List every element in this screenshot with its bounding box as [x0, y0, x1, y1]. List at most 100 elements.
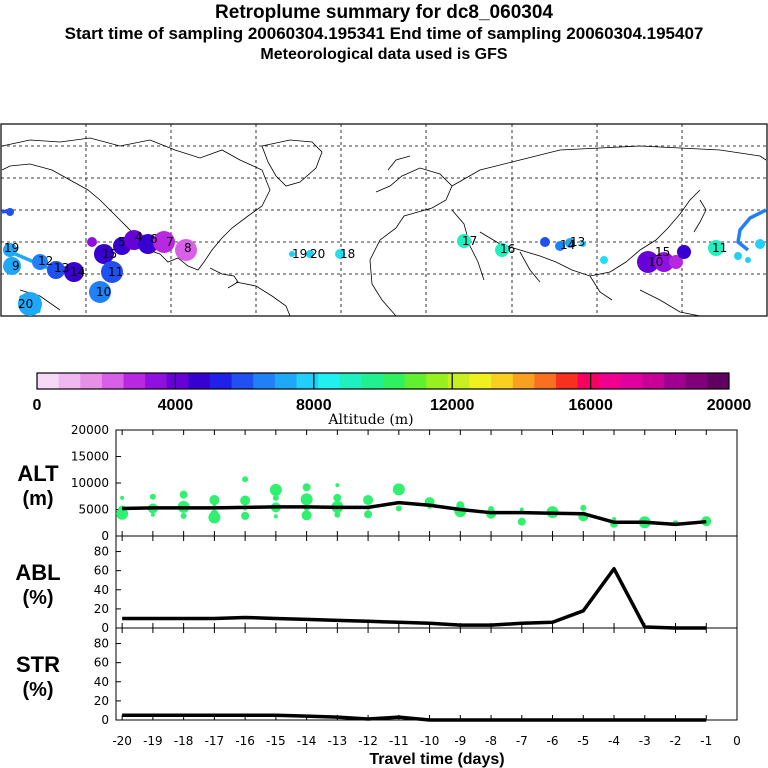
- altitude-point: [241, 511, 250, 520]
- colorbar-swatch: [642, 373, 665, 389]
- x-tick-label: -15: [266, 734, 286, 748]
- x-tick-label: -19: [143, 734, 163, 748]
- panel-label: ALT: [17, 461, 59, 486]
- plume-marker: [540, 237, 550, 247]
- colorbar-swatch: [447, 373, 470, 389]
- plume-marker: [669, 255, 683, 269]
- colorbar-swatch: [534, 373, 557, 389]
- x-tick-label: -8: [485, 734, 497, 748]
- map-day-label: 16: [500, 242, 515, 256]
- colorbar-swatch: [707, 373, 730, 389]
- y-tick-label: 0: [101, 713, 109, 727]
- time-series-panels: 05000100001500020000ALT(m)020406080ABL(%…: [15, 423, 738, 727]
- x-tick-label: -12: [358, 734, 378, 748]
- panel-abl: 0 20 40 60 80 ABL(%): [15, 535, 738, 635]
- altitude-point: [301, 510, 312, 521]
- colorbar-swatch: [80, 373, 103, 389]
- plume-marker: [3, 257, 21, 275]
- colorbar-swatch: [599, 373, 622, 389]
- plume-marker: [64, 262, 84, 282]
- colorbar-swatch: [620, 373, 643, 389]
- colorbar-swatch: [383, 373, 406, 389]
- colorbar-swatch: [361, 373, 384, 389]
- y-tick-label: 0: [101, 621, 109, 635]
- altitude-point: [392, 483, 405, 496]
- altitude-point: [302, 483, 311, 492]
- altitude-point: [395, 505, 402, 512]
- y-tick-label: 10000: [71, 476, 109, 490]
- map-day-label: 5: [118, 235, 126, 249]
- x-tick-label: -3: [639, 734, 651, 748]
- plume-marker: [495, 243, 509, 257]
- map-day-label: 9: [12, 259, 20, 273]
- x-tick-label: -13: [328, 734, 348, 748]
- panel-alt: 0 5000 10000 15000 20000 ALT(m): [17, 423, 738, 543]
- altitude-point: [116, 507, 129, 520]
- y-tick-label: 20000: [71, 423, 109, 437]
- x-tick-label: -7: [516, 734, 528, 748]
- met-data-line: Meteorological data used is GFS: [260, 46, 508, 63]
- panel-str: 0 20 40 60 80 STR(%): [16, 627, 738, 727]
- map-day-label: 18: [340, 247, 355, 261]
- colorbar-tick-label: 16000: [568, 397, 613, 414]
- altitude-point: [333, 493, 342, 502]
- series-line-abl: [122, 567, 707, 630]
- plume-marker: [677, 245, 691, 259]
- altitude-colorbar: 0 4000 8000 12000 16000 20000: [33, 372, 752, 414]
- plume-marker: [565, 238, 575, 248]
- colorbar-swatch: [58, 373, 81, 389]
- x-tick-label: -2: [670, 734, 682, 748]
- y-tick-label: 40: [94, 583, 109, 597]
- y-tick-label: 15000: [71, 450, 109, 464]
- plume-marker: [734, 252, 742, 260]
- map-day-label: 19: [4, 241, 19, 255]
- map-day-label: 12: [38, 254, 53, 268]
- altitude-point: [364, 510, 373, 519]
- plume-marker: [47, 261, 65, 279]
- plume-marker: [101, 261, 123, 283]
- colorbar-frame: [36, 372, 730, 390]
- colorbar-swatch: [166, 373, 189, 389]
- y-tick-label: 80: [94, 545, 109, 559]
- x-tick-label: 0: [733, 734, 741, 748]
- y-tick-label: 20: [94, 694, 109, 708]
- map-day-label: 15: [102, 247, 117, 261]
- colorbar-swatch: [296, 373, 319, 389]
- x-tick-label: -6: [547, 734, 559, 748]
- x-tick-label: -5: [577, 734, 589, 748]
- x-tick-label: -4: [608, 734, 620, 748]
- plume-marker: [94, 244, 114, 264]
- x-tick-label: -18: [174, 734, 194, 748]
- colorbar-swatch: [556, 373, 579, 389]
- x-tick-label: -17: [205, 734, 225, 748]
- altitude-point: [335, 483, 340, 488]
- series-line-str: [122, 713, 707, 722]
- plume-marker: [637, 251, 659, 273]
- map-day-label: 4: [135, 230, 143, 244]
- sampling-time-line: Start time of sampling 20060304.195341 E…: [64, 24, 704, 43]
- colorbar-swatch: [210, 373, 233, 389]
- map-day-label: 6: [150, 232, 158, 246]
- colorbar-tick-label: 20000: [707, 397, 752, 414]
- x-tick-label: -16: [235, 734, 255, 748]
- plume-marker: [138, 234, 158, 254]
- plume-marker: [654, 252, 674, 272]
- altitude-point: [517, 517, 526, 526]
- panel-unit: (%): [22, 679, 53, 701]
- colorbar-swatch: [253, 373, 276, 389]
- colorbar-swatch: [37, 373, 60, 389]
- y-tick-label: 5000: [78, 503, 109, 517]
- panel-unit: (%): [22, 587, 53, 609]
- panel-label: STR: [16, 652, 60, 677]
- x-tick-label: -20: [112, 734, 132, 748]
- altitude-point: [269, 483, 282, 496]
- panel-frame: [115, 627, 738, 721]
- map-day-label: 10: [96, 285, 111, 299]
- altitude-point: [180, 512, 187, 519]
- y-tick-label: 60: [94, 656, 109, 670]
- plume-marker: [708, 240, 724, 256]
- colorbar-tick-label: 8000: [296, 397, 332, 414]
- plume-marker: [335, 249, 345, 259]
- plume-marker: [3, 243, 17, 257]
